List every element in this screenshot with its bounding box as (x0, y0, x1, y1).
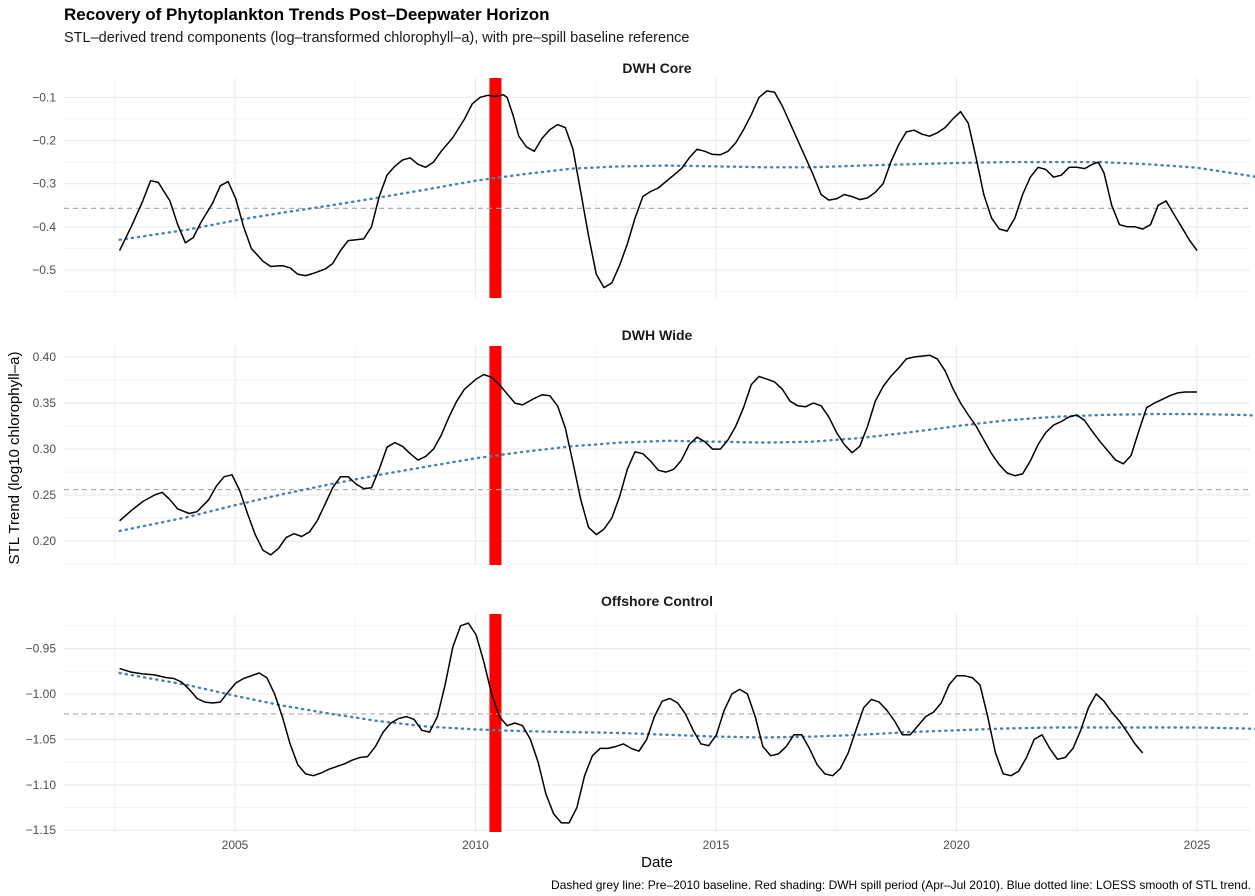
y-tick-label: −0.5 (32, 263, 56, 277)
y-axis-title: STL Trend (log10 chlorophyll–a) (6, 352, 23, 565)
stl-trend-line (119, 622, 1144, 824)
loess-smooth-line (118, 671, 1255, 739)
y-tick-label: −1.15 (26, 823, 57, 837)
chart-subtitle: STL–derived trend components (log–transf… (64, 30, 689, 46)
y-tick-label: 0.25 (33, 488, 57, 502)
x-tick-label: 2010 (462, 838, 489, 852)
loess-smooth-line (118, 412, 1255, 533)
y-tick-label: −0.95 (26, 642, 57, 656)
y-tick-label: −0.2 (32, 134, 56, 148)
y-tick-label: −0.1 (32, 90, 56, 104)
x-tick-label: 2005 (222, 838, 249, 852)
facet-strip-label: Offshore Control (601, 593, 713, 609)
x-tick-label: 2020 (943, 838, 970, 852)
chart-caption: Dashed grey line: Pre–2010 baseline. Red… (551, 878, 1251, 892)
stl-trend-line (119, 354, 1197, 556)
y-tick-label: −1.00 (26, 687, 57, 701)
y-tick-label: 0.20 (33, 534, 57, 548)
loess-smooth-line (118, 160, 1255, 242)
y-tick-label: −0.4 (32, 220, 56, 234)
facet-dwh-core: −0.1 −0.2 −0.3 −0.4 −0.5 DWH Core (32, 60, 1255, 298)
chart-title: Recovery of Phytoplankton Trends Post–De… (64, 5, 550, 24)
facet-strip-label: DWH Wide (622, 327, 693, 343)
y-tick-label: −1.05 (26, 732, 57, 746)
y-tick-label: 0.40 (33, 350, 57, 364)
y-tick-label: −0.3 (32, 177, 56, 191)
facet-dwh-wide: 0.40 0.35 0.30 0.25 0.20 DWH Wide (33, 327, 1255, 565)
y-tick-label: 0.35 (33, 396, 57, 410)
facet-offshore-control: −0.95 −1.00 −1.05 −1.10 −1.15 Offshore Contro… (26, 593, 1255, 837)
x-axis-title: Date (641, 854, 673, 871)
spill-period-band (489, 78, 502, 298)
facet-strip-label: DWH Core (622, 60, 691, 76)
facets: −0.1 −0.2 −0.3 −0.4 −0.5 DWH Core 0.40 0.35 0.30… (26, 60, 1255, 852)
stl-trend-line (118, 90, 1198, 289)
spill-period-band (489, 614, 502, 832)
y-tick-label: −1.10 (26, 778, 57, 792)
x-tick-label: 2025 (1184, 838, 1211, 852)
x-tick-label: 2015 (703, 838, 730, 852)
y-tick-label: 0.30 (33, 442, 57, 456)
